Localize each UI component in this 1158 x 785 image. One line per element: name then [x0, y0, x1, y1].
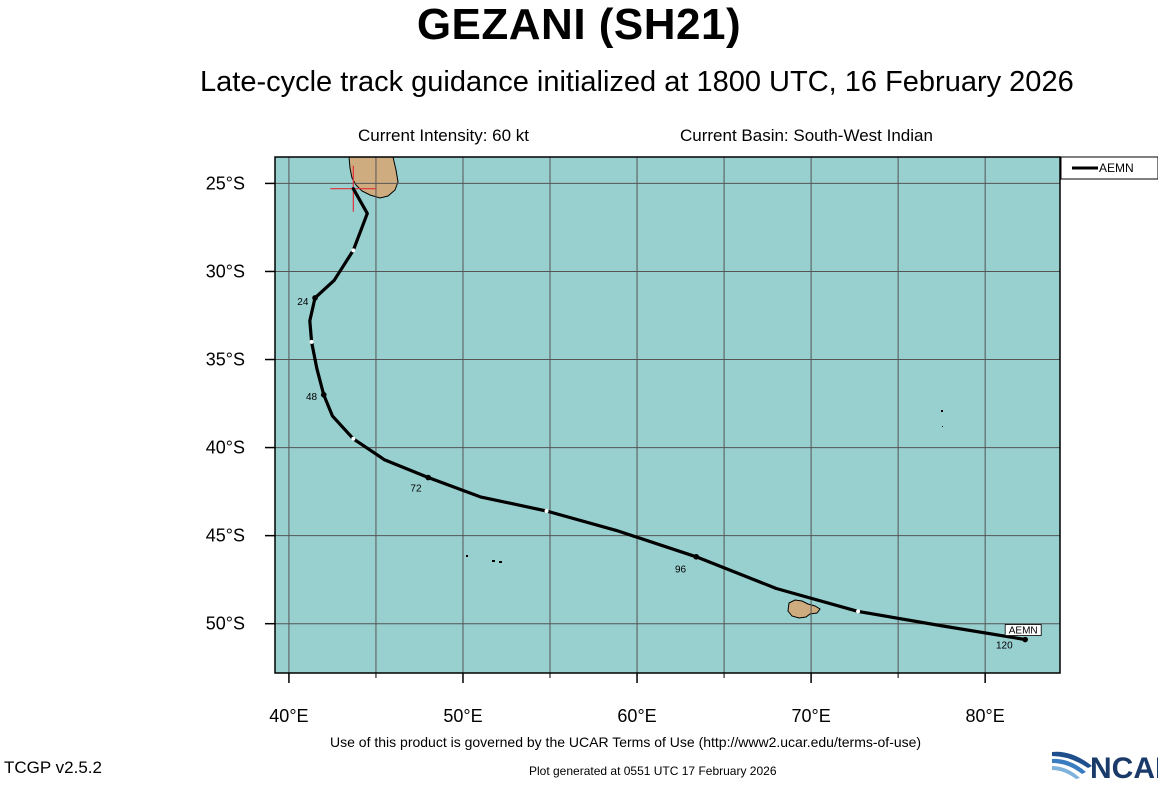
forecast-hour-label: 96	[675, 565, 687, 576]
current-intensity-label: Current Intensity: 60 kt	[358, 126, 530, 145]
y-tick-label: 30°S	[206, 261, 245, 281]
ncar-logo-mark: NCAR	[1052, 751, 1158, 785]
amsterdam-island	[941, 410, 943, 412]
track-12h-marker	[351, 248, 356, 253]
axis-ticks	[265, 182, 986, 683]
kerguelen-islands	[787, 599, 821, 619]
track-12h-marker	[856, 609, 861, 614]
y-tick-label: 40°S	[206, 438, 245, 458]
ncar-logo-swoosh	[1052, 751, 1092, 779]
map-gridlines	[275, 157, 1060, 673]
legend-box	[1060, 156, 1158, 180]
guidance-subtitle: Late-cycle track guidance initialized at…	[200, 66, 1074, 98]
axis-labels: 40°E 50°E 60°E 70°E 80°E 25°S 30°S 35°S 40°S 45°S…	[206, 173, 1042, 726]
ocean-background	[275, 157, 1060, 673]
y-tick-label: 35°S	[206, 350, 245, 370]
ncar-logo: NCAR	[1052, 748, 1158, 785]
track-end-label-box	[1004, 624, 1042, 636]
x-tick-label: 70°E	[791, 706, 830, 726]
ncar-logo-text: NCAR	[1090, 752, 1158, 780]
x-tick-label: 80°E	[966, 706, 1005, 726]
legend-label-aemn: AEMN	[1099, 161, 1134, 175]
storm-title: GEZANI (SH21)	[416, 0, 742, 49]
x-tick-label: 60°E	[617, 706, 656, 726]
landmasses	[348, 157, 943, 619]
track-24h-marker	[693, 553, 700, 560]
x-tick-label: 40°E	[269, 706, 308, 726]
current-basin-label: Current Basin: South-West Indian	[680, 126, 933, 145]
track-12h-marker	[309, 339, 314, 344]
aemn-track	[308, 187, 1028, 643]
track-24h-marker	[1022, 636, 1028, 643]
crozet-island	[492, 560, 495, 562]
forecast-hour-label: 48	[306, 392, 318, 403]
track-24h-marker	[320, 391, 327, 398]
terms-of-use: Use of this product is governed by the U…	[330, 734, 922, 750]
track-24h-marker	[425, 474, 431, 481]
st-paul-island	[942, 426, 943, 427]
version-label: TCGP v2.5.2	[4, 758, 102, 777]
track-12h-marker	[544, 508, 549, 513]
forecast-hour-label: 120	[996, 640, 1013, 651]
y-tick-label: 45°S	[206, 526, 245, 546]
track-end-label: AEMN	[1009, 626, 1038, 637]
x-tick-label: 50°E	[443, 706, 482, 726]
generated-timestamp: Plot generated at 0551 UTC 17 February 2…	[529, 764, 777, 778]
y-tick-label: 50°S	[206, 614, 245, 634]
madagascar-land	[348, 157, 399, 199]
track-24h-marker	[312, 295, 318, 301]
forecast-hour-label: 72	[410, 484, 422, 495]
crozet-island	[466, 555, 468, 557]
forecast-hour-label: 24	[297, 297, 309, 308]
legend: AEMN	[1060, 156, 1158, 180]
track-12h-marker	[351, 436, 356, 441]
map-frame	[274, 156, 1061, 674]
crozet-island	[499, 561, 502, 563]
y-tick-label: 25°S	[206, 173, 245, 193]
